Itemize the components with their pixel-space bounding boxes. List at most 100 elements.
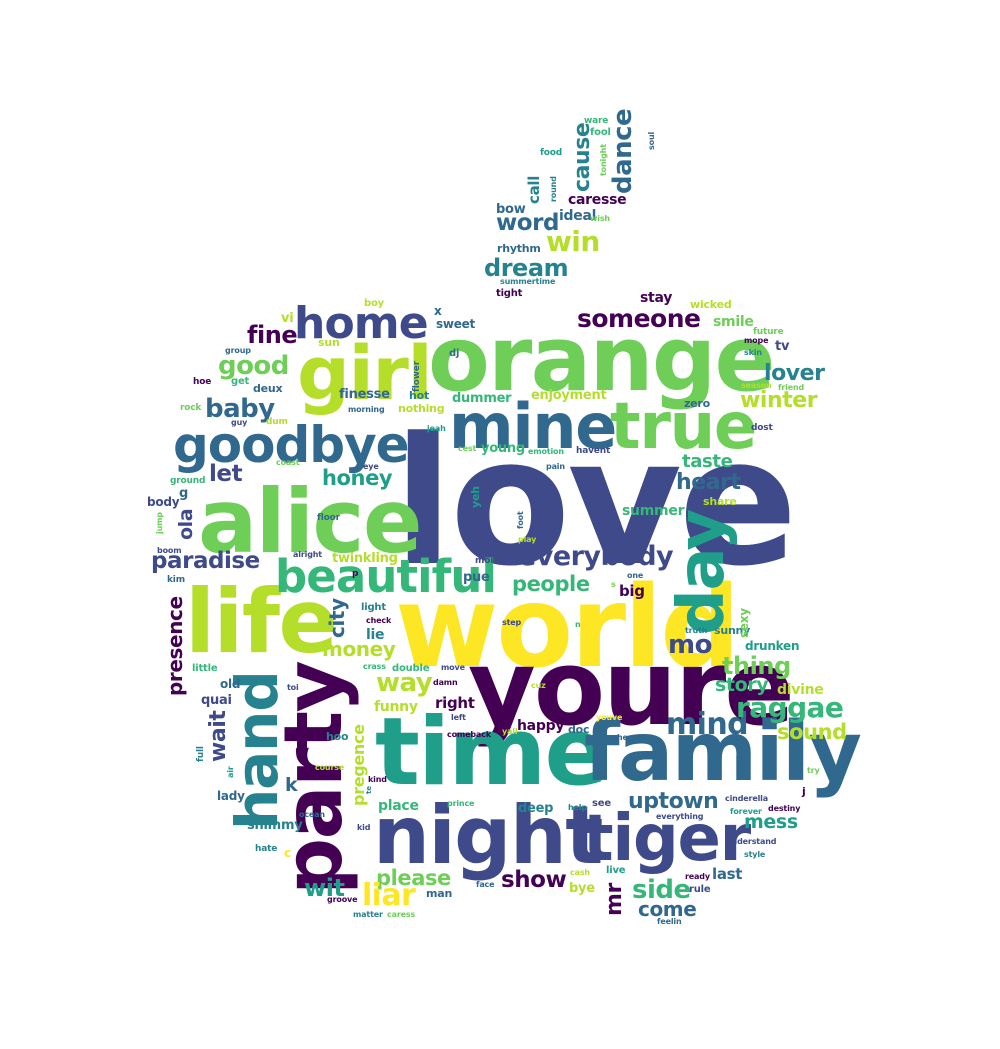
word-night: night [373, 789, 603, 882]
word-see: see [592, 798, 611, 809]
word-foot: foot [516, 511, 525, 529]
word-eye: eye [363, 462, 379, 471]
word-quai: quai [201, 693, 232, 708]
word-cash: cash [570, 868, 590, 877]
word-dj: dj [449, 348, 460, 359]
word-day: day [665, 510, 739, 635]
word-forever: forever [730, 807, 762, 816]
word-body: body [147, 495, 180, 509]
word-tight: tight [496, 288, 523, 299]
word-shimmy: shimmy [247, 818, 303, 833]
word-deep: deep [518, 801, 554, 816]
word-lady: lady [217, 789, 245, 803]
word-heart: heart [676, 470, 741, 495]
word-sweet: sweet [436, 317, 476, 331]
word-hot: hot [409, 389, 429, 402]
word-summertime: summertime [500, 277, 556, 286]
word-j: j [802, 785, 806, 798]
word-ola: ola [175, 508, 197, 540]
word-mind: mind [666, 707, 749, 742]
word-future: future [753, 327, 784, 337]
word-bow: bow [496, 202, 526, 217]
word-s: s [611, 580, 616, 589]
word-paradise: paradise [151, 548, 260, 574]
word-truth: truth [685, 626, 708, 635]
word-cinderella: cinderella [725, 794, 768, 803]
word-hand: hand [223, 671, 291, 830]
word-he: he [617, 733, 628, 742]
word-old: old [220, 677, 241, 691]
word-place: place [378, 798, 419, 814]
word-friend: friend [778, 383, 805, 392]
word-winter: winter [740, 388, 818, 413]
word-air: air [226, 766, 235, 778]
word-beautiful: beautiful [275, 550, 497, 603]
word-round: round [549, 176, 558, 202]
word-ocean: ocean [299, 810, 325, 819]
word-last: last [712, 865, 743, 883]
word-play: play [518, 535, 537, 544]
word-true: true [610, 390, 757, 464]
word-ready: ready [685, 872, 710, 881]
word-yeh: yeh [469, 486, 482, 508]
word-caress: caress [387, 910, 416, 919]
word-world: world [395, 563, 740, 693]
word-dum: dum [266, 417, 288, 427]
word-good: good [218, 351, 289, 381]
word-sunny: sunny [714, 624, 751, 637]
word-vi: vi [281, 311, 294, 326]
word-dance: dance [608, 108, 638, 194]
word-love: love [393, 400, 798, 605]
word-lie: lie [366, 627, 385, 643]
word-smile: smile [713, 314, 754, 330]
word-honey: honey [322, 466, 393, 490]
word-group: group [225, 346, 251, 355]
word-light: light [361, 602, 386, 613]
word-cuz: cuz [531, 681, 546, 690]
word-way: way [376, 668, 433, 698]
word-hoo: hoo [326, 730, 349, 743]
word-presence: presence [163, 596, 187, 696]
word-yall: yall [502, 727, 518, 736]
word-drunken: drunken [745, 639, 800, 653]
word-try: try [807, 766, 820, 775]
word-home: home [294, 298, 429, 349]
word-everything: everything [656, 812, 704, 821]
word-raggae: raggae [736, 691, 844, 724]
word-matter: matter [353, 910, 383, 919]
word-money: money [322, 637, 396, 661]
word-happy: happy [517, 718, 565, 734]
word-sound: sound [777, 720, 847, 744]
word-food: food [540, 148, 563, 158]
word-word: word [496, 210, 560, 236]
word-city: city [325, 598, 349, 638]
word-boy: boy [364, 298, 384, 309]
word-sun: sun [318, 336, 340, 349]
word-wit: wit [304, 874, 345, 902]
word-n: n [575, 620, 581, 629]
word-uptown: uptown [628, 789, 719, 814]
word-side: side [632, 875, 691, 905]
word-jeah: jeah [427, 424, 446, 433]
word-kim: kim [167, 575, 185, 585]
word-style: style [744, 850, 766, 859]
word-understand: understand [726, 837, 777, 846]
word-flower: flower [412, 361, 422, 392]
word-stay: stay [640, 290, 673, 306]
word-one: one [627, 571, 644, 580]
word-tiger: tiger [583, 802, 751, 876]
word-c: c [284, 846, 291, 860]
word-rhythm: rhythm [497, 242, 541, 255]
word-funny: funny [374, 699, 418, 715]
word-share: share [703, 495, 737, 508]
word-pue: pue [463, 570, 490, 585]
word-family: family [584, 705, 862, 800]
word-ware: ware [584, 116, 609, 126]
word-moi: moi [475, 556, 494, 566]
word-zero: zero [684, 397, 710, 410]
word-p: p [352, 569, 359, 579]
word-mess: mess [744, 811, 798, 833]
word-morning: morning [348, 405, 385, 414]
word-x: x [434, 304, 442, 318]
